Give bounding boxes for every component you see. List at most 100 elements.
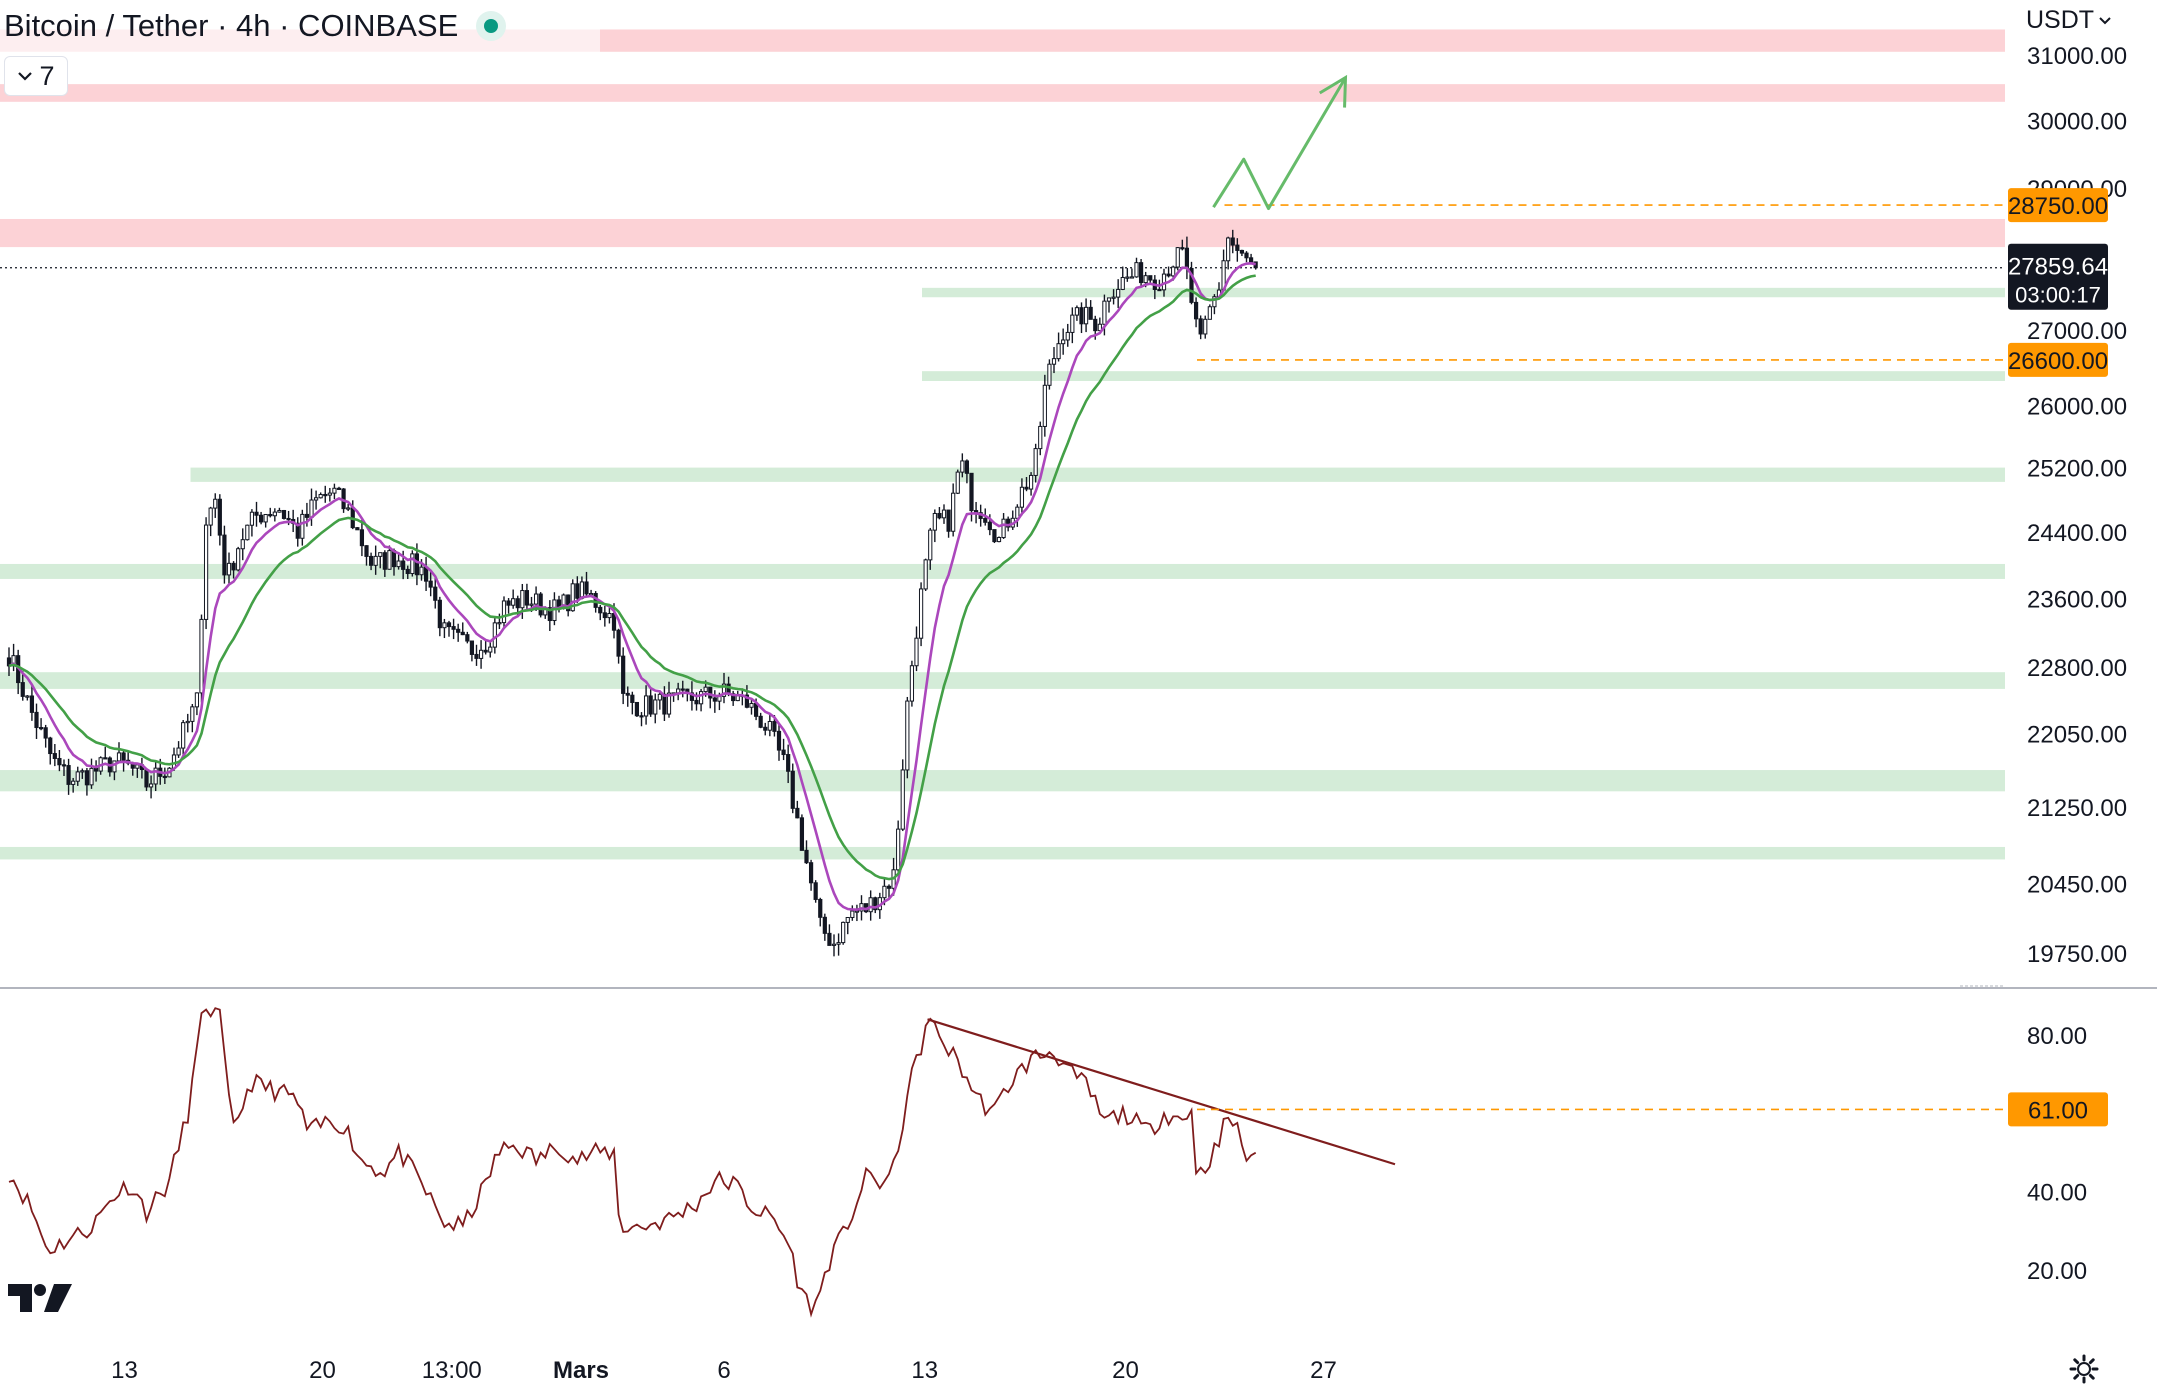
tradingview-logo-icon[interactable]	[8, 1282, 74, 1314]
price-axis: 31000.0030000.0029000.0027000.0026000.00…	[2008, 43, 2127, 968]
candle	[501, 596, 507, 629]
candle	[199, 614, 204, 703]
price-tick-label: 31000.00	[2027, 43, 2127, 70]
candle	[236, 546, 241, 572]
candle	[84, 768, 90, 796]
candle	[25, 695, 30, 701]
candle	[1193, 297, 1199, 328]
ema-slow-line	[8, 274, 1256, 881]
candle	[767, 713, 772, 737]
candle	[382, 550, 387, 577]
candle	[547, 600, 552, 632]
candle	[653, 693, 658, 724]
candle	[763, 722, 768, 736]
projection-arrowhead	[1318, 74, 1348, 108]
support-zone	[0, 846, 2005, 860]
candle	[520, 583, 525, 619]
projection-path[interactable]	[1212, 76, 1347, 211]
candle	[804, 840, 809, 865]
candle	[66, 758, 71, 795]
candle	[405, 565, 410, 580]
rsi-trendline[interactable]	[927, 1018, 1396, 1166]
market-status-icon[interactable]	[476, 11, 507, 41]
candle	[960, 453, 965, 478]
price-tick-label: 27000.00	[2027, 318, 2127, 345]
candle	[1019, 478, 1025, 516]
gear-icon[interactable]	[2069, 1354, 2099, 1384]
price-tick-label: 22050.00	[2027, 722, 2127, 749]
candle	[511, 589, 516, 609]
rsi-tick-label: 20.00	[2027, 1258, 2087, 1285]
candle	[698, 688, 704, 712]
candle	[71, 777, 76, 793]
candle	[1189, 261, 1194, 305]
candle	[332, 483, 337, 500]
candle	[1198, 315, 1203, 340]
price-tick-label: 19750.00	[2027, 941, 2127, 968]
candle	[928, 527, 933, 570]
candle	[666, 681, 672, 718]
candle	[295, 517, 300, 547]
candle	[38, 718, 44, 731]
time-tick-label: Mars	[553, 1357, 609, 1384]
candle	[410, 550, 415, 577]
candle	[75, 766, 80, 786]
support-zone	[0, 672, 2005, 689]
currency-selector[interactable]: USDT	[2026, 6, 2112, 35]
candle	[625, 686, 630, 707]
candle	[20, 670, 25, 701]
time-tick-label: 6	[717, 1357, 730, 1384]
candle	[896, 820, 901, 872]
candle	[909, 660, 915, 707]
candle	[277, 507, 282, 513]
candle	[433, 575, 438, 609]
candle	[52, 744, 57, 767]
candle	[1175, 247, 1180, 271]
ema-fast-line	[8, 261, 1256, 912]
candle	[318, 492, 323, 499]
candle	[914, 626, 919, 672]
price-tick-label: 20450.00	[2027, 872, 2127, 899]
price-level-label: 28750.00	[2008, 193, 2108, 220]
candle	[1207, 304, 1212, 320]
candle	[162, 767, 167, 784]
candle	[456, 623, 461, 642]
candle	[327, 487, 332, 502]
price-level-badge	[2008, 342, 2108, 377]
resistance-zone	[0, 218, 2005, 248]
candle	[497, 613, 502, 630]
candle	[721, 672, 727, 704]
candle	[588, 589, 594, 596]
candle	[657, 692, 662, 710]
candle	[57, 750, 62, 772]
currency-label: USDT	[2026, 6, 2095, 34]
candle	[281, 509, 287, 520]
indicator-count: 7	[39, 60, 55, 91]
indicators-toggle-button[interactable]: 7	[4, 56, 68, 96]
candle	[231, 561, 236, 579]
candle	[822, 913, 827, 941]
candle	[1230, 229, 1235, 254]
candle	[300, 509, 305, 546]
candle	[442, 618, 447, 639]
candle	[1244, 251, 1249, 263]
price-tick-label: 25200.00	[2027, 456, 2127, 483]
support-zone	[0, 563, 2005, 579]
candle	[181, 719, 186, 756]
candle	[776, 723, 782, 761]
candle	[1097, 317, 1102, 332]
symbol-title[interactable]: Bitcoin / Tether · 4h · COINBASE	[4, 8, 459, 43]
support-zone	[922, 371, 2005, 381]
candle	[955, 469, 960, 495]
candle	[900, 759, 905, 832]
candle	[873, 896, 878, 914]
candle	[1106, 297, 1112, 313]
candle	[731, 690, 736, 706]
moving-averages	[8, 261, 1256, 912]
candle	[689, 681, 695, 711]
candle	[313, 490, 319, 510]
price-tick-label: 24400.00	[2027, 520, 2127, 547]
candle	[685, 688, 690, 702]
candle	[992, 529, 997, 544]
